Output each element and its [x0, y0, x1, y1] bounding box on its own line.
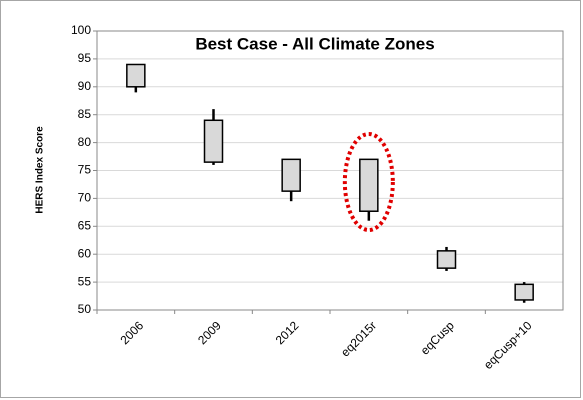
y-tick-label: 95 — [78, 51, 92, 65]
y-tick-label: 50 — [78, 302, 92, 316]
y-tick-label: 60 — [78, 246, 92, 260]
y-tick-label: 100 — [71, 23, 91, 37]
box — [436, 250, 457, 269]
box — [281, 158, 301, 192]
box — [514, 283, 534, 301]
box — [126, 63, 146, 88]
y-tick-label: 75 — [78, 163, 92, 177]
y-tick-label: 80 — [78, 135, 92, 149]
box — [203, 119, 224, 163]
y-tick-label: 70 — [78, 191, 92, 205]
y-tick-label: 65 — [78, 218, 92, 232]
y-tick-label: 85 — [78, 107, 92, 121]
y-tick-label: 90 — [78, 79, 92, 93]
y-axis-label: HERS Index Score — [35, 126, 46, 214]
y-tick-label: 55 — [78, 274, 92, 288]
box — [359, 158, 379, 212]
chart-title: Best Case - All Climate Zones — [195, 34, 434, 53]
highlight-ellipse — [342, 132, 395, 232]
